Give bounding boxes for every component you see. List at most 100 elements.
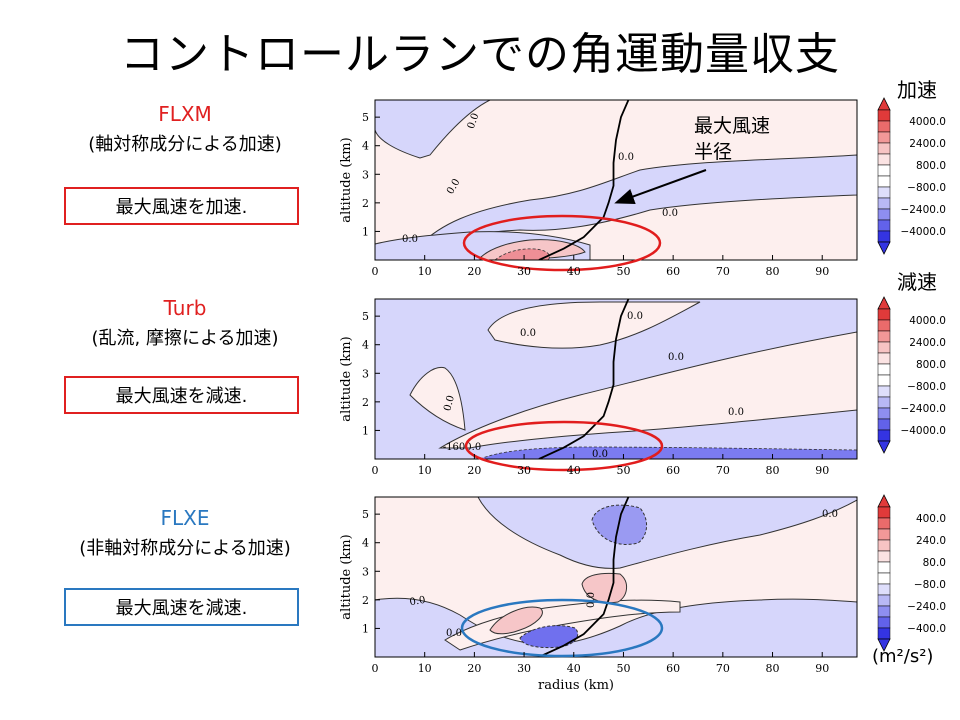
x-tick-label: 80	[766, 662, 780, 675]
colorbar-top-arrow	[877, 296, 891, 310]
x-tick-label: 10	[418, 464, 432, 477]
colorbar-segment	[877, 308, 891, 321]
contour-label: 0.0	[627, 311, 643, 322]
flxe-positive-mid	[581, 572, 627, 604]
colorbar-top-arrow	[877, 494, 891, 508]
note-box-flxm: 最大風速を加速.	[64, 187, 299, 225]
colorbar-segment	[877, 120, 891, 133]
colorbar-segment	[877, 175, 891, 188]
y-axis-label: altitude (km)	[339, 137, 354, 222]
y-tick-label: 3	[362, 168, 369, 181]
x-tick-label: 10	[418, 662, 432, 675]
term-flxe-name: FLXE	[160, 506, 210, 530]
term-flxm: FLXM (軸対称成分による加速)	[20, 102, 350, 156]
x-tick-label: 50	[616, 464, 630, 477]
colorbar-top-arrow	[877, 97, 891, 111]
note-flxm: 最大風速を加速.	[115, 197, 248, 218]
rmw-annotation-line2: 半径	[694, 141, 732, 163]
colorbar-segment	[877, 186, 891, 199]
panel-flxe	[375, 497, 857, 657]
x-tick-label: 30	[517, 662, 531, 675]
contour-label: -1600.0	[443, 442, 481, 453]
y-tick-label: 3	[362, 565, 369, 578]
colorbar-segment	[877, 418, 891, 431]
x-tick-label: 70	[716, 662, 730, 675]
colorbar-segment	[877, 429, 891, 442]
colorbar-segment	[877, 528, 891, 541]
contour-label: 0.0	[402, 234, 418, 245]
term-flxm-name: FLXM	[158, 102, 212, 126]
decel-label: 減速	[897, 270, 937, 294]
x-tick-label: 20	[467, 464, 481, 477]
contour-label: 0.0	[822, 509, 838, 520]
x-tick-label: 70	[716, 464, 730, 477]
colorbar-tick-label: −4000.0	[900, 226, 946, 238]
units-label: (m²/s²)	[872, 646, 934, 667]
colorbar-segment	[877, 153, 891, 166]
colorbar-segment	[877, 517, 891, 530]
y-tick-label: 3	[362, 367, 369, 380]
colorbar-segment	[877, 363, 891, 376]
flxm-highlight-ellipse	[462, 214, 662, 272]
contour-label: 0.0	[446, 628, 462, 639]
y-tick-label: 1	[362, 424, 369, 437]
turb-contour-labels: 0.0 0.0 0.0 0.0 0.0 -1600.0 0.0	[442, 311, 744, 460]
colorbar-segment	[877, 396, 891, 409]
contour-label: 0.0	[592, 449, 608, 460]
colorbar-segment	[877, 109, 891, 122]
x-tick-label: 50	[616, 265, 630, 278]
rmw-annotation-line1: 最大風速	[694, 115, 770, 137]
y-tick-label: 1	[362, 225, 369, 238]
x-tick-label: 50	[616, 662, 630, 675]
y-tick-label: 2	[362, 594, 369, 607]
x-tick-label: 40	[567, 662, 581, 675]
colorbar-segment	[877, 627, 891, 640]
colorbar-tick-label: 2400.0	[909, 138, 946, 150]
panel-turb	[375, 299, 857, 459]
x-tick-label: 80	[766, 464, 780, 477]
contour-label: 0.0	[409, 595, 427, 609]
flxm-positive-core-inner	[494, 248, 550, 260]
turb-positive-band	[438, 331, 857, 449]
colorbar-segment	[877, 352, 891, 365]
colorbar-segment	[877, 330, 891, 343]
x-tick-label: 60	[666, 464, 680, 477]
y-tick-label: 2	[362, 197, 369, 210]
flxm-axes: 0 10 20 30 40 50 60 70 80 90 1 2 3 4 5 altitude (km)	[339, 111, 829, 278]
rmw-annotation-arrow	[614, 169, 707, 205]
page-title: コントロールランでの角運動量収支	[120, 29, 840, 80]
accel-label: 加速	[897, 78, 937, 102]
y-tick-label: 5	[362, 310, 369, 323]
x-tick-label: 90	[815, 464, 829, 477]
note-box-turb: 最大風速を減速.	[64, 376, 299, 414]
y-tick-label: 4	[362, 140, 369, 153]
colorbar-segment	[877, 197, 891, 210]
flxe-rmw-line	[538, 497, 630, 657]
colorbar-tick-label: 800.0	[916, 160, 946, 172]
colorbar-segment	[877, 616, 891, 629]
colorbar-bottom-arrow	[877, 440, 891, 454]
colorbar-segment	[877, 407, 891, 420]
colorbar-segment	[877, 208, 891, 221]
contour-label: 0.0	[466, 112, 482, 131]
colorbar-tick-label: 400.0	[916, 513, 946, 525]
y-tick-label: 4	[362, 537, 369, 550]
colorbar-segment	[877, 341, 891, 354]
colorbar-tick-label: −80.0	[914, 579, 946, 591]
colorbar-bottom-arrow	[877, 638, 891, 652]
turb-positive-upper	[487, 301, 701, 349]
colorbar-tick-label: −400.0	[907, 623, 946, 635]
x-tick-label: 60	[666, 662, 680, 675]
x-tick-label: 20	[467, 662, 481, 675]
note-box-flxe: 最大風速を減速.	[64, 588, 299, 626]
colorbar-tick-label: 4000.0	[909, 116, 946, 128]
flxe-axes: 0 10 20 30 40 50 60 70 80 90 1 2 3 4 5 altitude (km) rad…	[339, 508, 829, 693]
colorbar-tick-label: 800.0	[916, 359, 946, 371]
term-flxm-desc: (軸対称成分による加速)	[88, 134, 282, 155]
contour-label: 0.0	[728, 407, 744, 418]
flxm-negative-region-upper	[375, 100, 491, 159]
x-tick-label: 70	[716, 265, 730, 278]
colorbar-segment	[877, 142, 891, 155]
x-axis-label: radius (km)	[538, 678, 614, 693]
turb-colorbar: 4000.0 2400.0 800.0 −800.0 −2400.0 −4000.0	[877, 296, 946, 454]
